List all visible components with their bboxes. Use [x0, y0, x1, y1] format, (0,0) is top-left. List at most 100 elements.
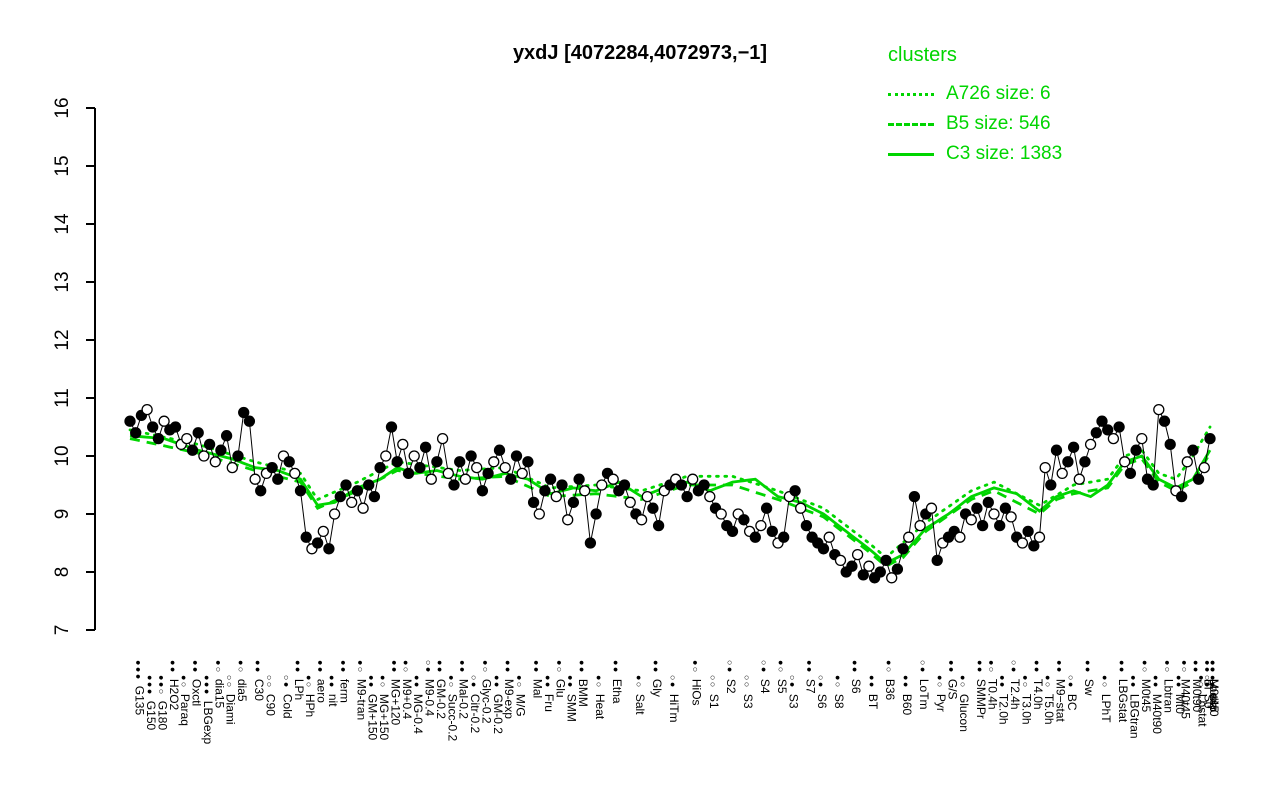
x-axis-label: ●○Heat — [593, 675, 607, 720]
cluster-line-B5 — [129, 437, 1212, 568]
data-point — [243, 415, 256, 427]
x-axis-label: ●●Sw — [1082, 660, 1096, 696]
data-point — [1102, 424, 1114, 436]
solid-line-sample — [888, 152, 934, 156]
x-axis-label: ●●M0t90 — [1190, 660, 1204, 713]
x-axis-label: ●○M0t45 — [1139, 660, 1153, 713]
data-point — [192, 427, 204, 439]
data-point — [448, 479, 460, 491]
y-tick-label: 16 — [52, 97, 73, 118]
data-point — [698, 479, 710, 491]
y-tick-label: 13 — [52, 271, 73, 292]
data-point — [863, 560, 875, 572]
x-axis-label: ○●S0 — [1201, 675, 1215, 709]
data-point — [402, 467, 415, 480]
x-axis-label: ○○Diami — [224, 675, 238, 725]
data-point — [419, 441, 432, 453]
x-axis-label: ●●Mal-0.2 — [457, 660, 471, 719]
data-point — [459, 473, 472, 485]
x-axis-label: ●○HPh — [303, 675, 317, 717]
data-point — [647, 502, 659, 514]
data-point — [766, 525, 778, 538]
x-axis-label: ○●S6 — [815, 675, 829, 709]
x-axis-label: ●●Fru — [542, 675, 556, 712]
data-point — [414, 461, 426, 474]
data-point — [738, 514, 750, 526]
x-axis-label: ●●●G150 — [144, 675, 158, 730]
y-tick-label: 14 — [52, 213, 73, 235]
data-point — [1016, 537, 1029, 549]
data-point — [1084, 438, 1097, 451]
y-tick-label: 9 — [52, 509, 73, 520]
data-point — [760, 502, 773, 514]
x-axis-label: ○●M9-0.4 — [423, 660, 437, 717]
x-axis-label: ●●C30 — [252, 660, 266, 701]
x-axis-label: ●●G/S — [946, 660, 960, 700]
x-axis-label: ●●M9-exp — [502, 660, 516, 719]
data-point — [857, 569, 869, 581]
x-axis-label: ●○S5 — [775, 660, 789, 694]
data-point — [317, 525, 329, 538]
data-point — [198, 450, 210, 462]
data-point — [442, 467, 454, 480]
x-axis-label: ●○M9-tran — [354, 660, 368, 720]
x-axis-label: ●○Lbstat — [1196, 675, 1210, 727]
legend-entry-label: C3 size: 1383 — [946, 143, 1063, 164]
x-axis-label: ○○C90 — [263, 675, 277, 716]
x-axis-label: ●●GM-0.2 — [434, 660, 448, 719]
data-point — [573, 473, 585, 485]
data-point — [1062, 456, 1074, 468]
x-axis-label: ●○T5.0h — [1042, 675, 1056, 725]
data-point — [1005, 511, 1017, 523]
x-axis-label: ●●○G180 — [155, 675, 169, 730]
data-point — [209, 456, 221, 468]
data-point — [834, 554, 847, 567]
data-point — [726, 525, 739, 538]
x-axis-label: ○●S2 — [724, 660, 738, 694]
data-point — [1056, 467, 1068, 480]
data-point — [533, 508, 545, 520]
data-point — [391, 456, 403, 468]
data-point — [1130, 444, 1142, 456]
data-point — [976, 519, 989, 532]
data-point — [238, 406, 250, 419]
x-axis-label: ●○M/G — [514, 675, 528, 717]
data-point — [988, 508, 1000, 520]
x-axis-label: ●●dia0 — [1207, 675, 1221, 717]
data-point — [505, 473, 517, 485]
data-point — [351, 485, 364, 497]
data-point — [203, 438, 216, 451]
data-point — [567, 496, 580, 509]
data-point — [550, 490, 562, 503]
data-point — [385, 421, 398, 433]
x-axis-label: ●○T3.0h — [1019, 675, 1033, 725]
data-point — [147, 421, 159, 433]
data-point — [283, 456, 295, 468]
data-point — [886, 572, 898, 584]
data-point — [874, 566, 886, 578]
x-axis-label: ●○HiOs — [690, 660, 704, 706]
data-point — [846, 560, 858, 572]
data-point — [186, 444, 199, 456]
data-point — [891, 563, 904, 575]
x-axis-label: ●○M0t45 — [1207, 660, 1221, 713]
data-point — [232, 450, 244, 462]
x-axis-label: ●●T2.0h — [997, 675, 1011, 725]
data-point — [1045, 479, 1057, 491]
data-point — [675, 479, 688, 491]
dashed-line-sample — [888, 122, 934, 126]
y-axis: 7 8 9 10 11 12 13 14 15 16 — [52, 97, 96, 635]
data-point — [476, 485, 489, 497]
expression-line — [129, 407, 1211, 579]
data-point — [1175, 490, 1188, 503]
data-point — [704, 490, 716, 503]
legend-entry-c3: C3 size: 1383 — [888, 139, 1062, 169]
data-point — [925, 502, 938, 514]
data-point — [516, 467, 528, 480]
x-axis-label: ●●M40t90 — [1150, 675, 1164, 734]
data-point — [1119, 456, 1131, 468]
data-point — [607, 473, 619, 485]
data-point — [220, 430, 233, 442]
x-axis-label: ●○M9+0.4 — [400, 660, 414, 720]
